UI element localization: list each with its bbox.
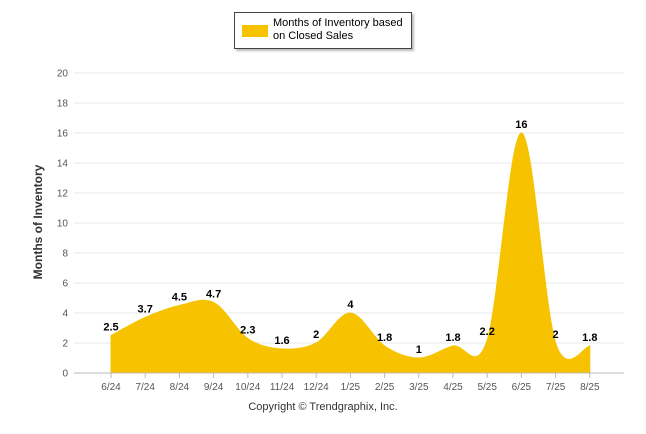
x-tick-label: 3/25 — [409, 382, 429, 393]
data-label: 3.7 — [138, 304, 153, 316]
copyright-footer: Copyright © Trendgraphix, Inc. — [248, 401, 398, 413]
y-tick-label: 6 — [62, 279, 68, 290]
x-tick-label: 8/25 — [580, 382, 600, 393]
data-label: 1.8 — [445, 332, 460, 344]
area-fill — [110, 132, 591, 374]
series-area — [110, 132, 591, 374]
x-tick-label: 7/25 — [546, 382, 566, 393]
x-tick-label: 6/25 — [512, 382, 532, 393]
y-tick-label: 2 — [62, 339, 68, 350]
y-tick-label: 18 — [57, 99, 69, 110]
data-label: 2.2 — [480, 326, 495, 338]
x-tick-label: 4/25 — [443, 382, 463, 393]
data-label: 1.8 — [582, 332, 597, 344]
data-label: 2.5 — [103, 322, 118, 334]
x-tick-label: 12/24 — [304, 382, 329, 393]
legend-label: Months of Inventory based on Closed Sale… — [273, 17, 409, 43]
x-tick-label: 1/25 — [341, 382, 361, 393]
data-label: 2.3 — [240, 325, 255, 337]
data-label: 1.6 — [274, 335, 289, 347]
data-label: 4.5 — [172, 292, 187, 304]
data-label: 4.7 — [206, 289, 221, 301]
y-tick-label: 20 — [57, 69, 69, 80]
y-tick-label: 14 — [57, 159, 69, 170]
y-tick-label: 10 — [57, 219, 69, 230]
legend-label-line1: Months of Inventory based — [273, 17, 403, 29]
y-axis-title: Months of Inventory — [31, 164, 45, 279]
x-tick-label: 8/24 — [170, 382, 190, 393]
data-label: 16 — [515, 119, 527, 131]
x-axis-ticks: 6/24 7/24 8/24 9/24 10/24 11/24 12/24 1/25 2/25 3… — [74, 372, 624, 393]
y-tick-label: 12 — [57, 189, 69, 200]
legend-swatch — [242, 25, 268, 37]
data-label: 2 — [313, 329, 319, 341]
data-label: 1.8 — [377, 332, 392, 344]
y-tick-label: 4 — [62, 309, 68, 320]
y-tick-label: 0 — [62, 369, 68, 380]
y-tick-label: 16 — [57, 129, 69, 140]
y-tick-label: 8 — [62, 249, 68, 260]
x-tick-label: 5/25 — [477, 382, 497, 393]
data-label: 2 — [553, 329, 559, 341]
x-tick-label: 11/24 — [270, 382, 295, 393]
data-label: 4 — [347, 299, 354, 311]
data-label: 1 — [416, 344, 422, 356]
legend-label-line2: on Closed Sales — [273, 30, 354, 42]
x-tick-label: 6/24 — [101, 382, 121, 393]
x-tick-label: 10/24 — [235, 382, 260, 393]
x-tick-label: 2/25 — [375, 382, 395, 393]
x-tick-label: 9/24 — [204, 382, 224, 393]
data-labels: 2.5 3.7 4.5 4.7 2.3 1.6 2 4 1.8 1 1.8 2.2 16 2 1.8 — [103, 119, 597, 356]
legend[interactable]: Months of Inventory based on Closed Sale… — [234, 12, 412, 49]
x-tick-label: 7/24 — [135, 382, 155, 393]
y-axis-ticks: 0 2 4 6 8 10 12 14 16 18 20 — [57, 69, 69, 380]
